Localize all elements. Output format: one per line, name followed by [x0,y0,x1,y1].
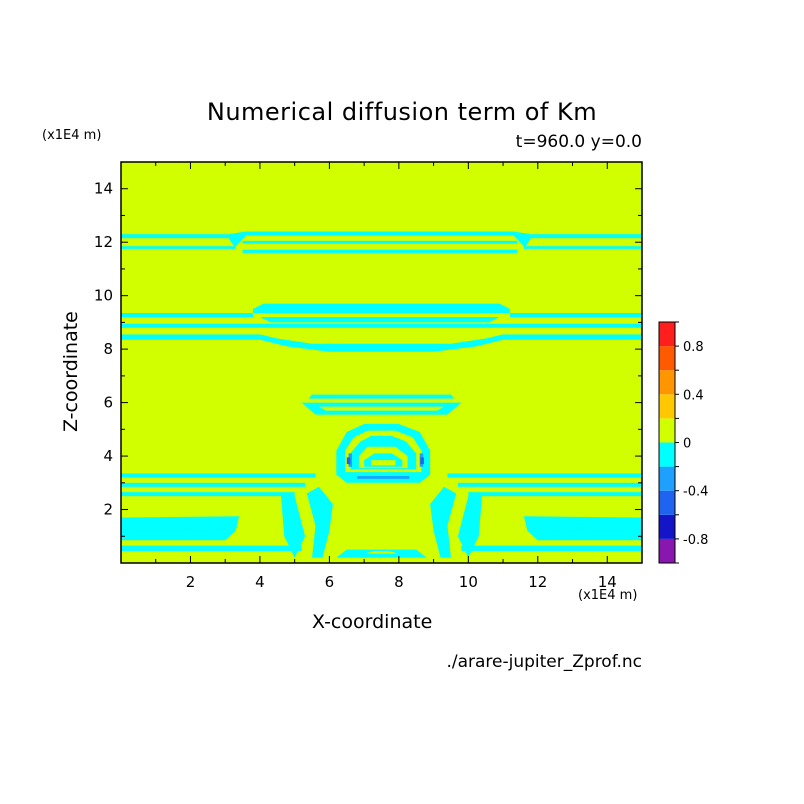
x-tick-label: 2 [186,573,196,591]
surface-left-block [121,516,240,541]
band-9-inner [259,317,500,323]
band-3-stripe [447,473,642,478]
band-3-stripe [121,473,316,478]
plot-frame [120,161,643,564]
field-background [121,162,642,563]
band-12-link [228,231,247,249]
x-tick-label: 8 [394,573,404,591]
arch-base-line [357,476,410,479]
colorbar-segment [659,370,675,395]
colorbar-tick-label: 0.8 [683,340,704,355]
band-9-stripe [510,323,642,328]
colorbar-segment [659,538,675,563]
chart-subtitle: t=960.0 y=0.0 [515,132,642,152]
min-spot-left [346,457,351,465]
colorbar-segment [659,466,675,491]
leg-right-inner [430,486,457,558]
band-9-stripe [121,323,253,328]
surface-left-stripe [121,545,302,551]
band-3-stripe [121,482,306,487]
surface-right-block [523,516,642,541]
x-tick-label: 4 [255,573,265,591]
band-12-stripe [242,249,517,253]
leg-left-outer [280,493,306,558]
colorbar-tick-label: 0 [683,437,691,452]
colorbar-segment [659,490,675,515]
source-filename: ./arare-jupiter_Zprof.nc [446,652,642,672]
y-tick-label: 6 [103,394,113,412]
band-12-stripe [530,234,642,239]
band-3-stripe [457,482,642,487]
y-tick-label: 14 [94,180,113,198]
colorbar-tick-label: -0.4 [683,485,708,500]
x-tick-label: 6 [325,573,335,591]
cap-inner [318,406,445,411]
arch-center [371,460,396,466]
contour-plot-area [121,162,642,563]
leg-right-outer [457,493,483,558]
band-12-link [513,231,531,249]
y-axis-label-wrap: Z-coordinate [60,292,84,432]
plot-border [120,161,643,564]
surface-right-stripe [461,545,642,551]
y-tick-label: 8 [103,340,113,358]
colorbar-segment [659,322,675,347]
leg-left-inner [306,486,333,558]
chart-title: Numerical diffusion term of Km [206,98,598,126]
band-12-stripe [121,246,236,249]
x-axis-label: X-coordinate [312,611,433,633]
band-9-stripe [503,334,642,340]
colorbar-segment [659,394,675,419]
band-9-stripe [121,334,260,340]
band-9-stripe [510,313,642,318]
band-12-stripe [121,234,229,239]
y-axis-ticks: 2 4 6 8 10 12 14 [94,180,642,537]
colorbar-segment [659,514,675,539]
y-tick-label: 10 [94,287,113,305]
band-9-stripe [252,323,511,328]
band-9-stripe [121,313,253,318]
band-9-bowl [259,334,504,352]
x-tick-label: 12 [528,573,547,591]
y-tick-label: 2 [103,501,113,519]
colorbar-segment [659,346,675,371]
colorbar-ticks: 0.8 0.4 0 -0.4 -0.8 [675,321,708,564]
y-tick-label: 4 [103,447,113,465]
cap-stripe [308,394,455,399]
x-tick-label: 10 [459,573,478,591]
band-12-stripe [242,240,517,244]
band-12-stripe [523,246,642,249]
x-tick-label: 14 [598,573,617,591]
colorbar-tick-label: -0.8 [683,533,708,548]
x-axis-ticks: 2 4 6 8 10 12 14 [155,162,617,591]
y-axis-label: Z-coordinate [60,311,82,432]
colorbar [658,321,676,564]
x-axis-unit: (x1E4 m) [578,588,638,603]
min-spot-right [420,457,424,465]
band-12-stripe [246,231,514,236]
band-9-stripe [252,309,511,314]
band-9-top [252,303,511,310]
band-3-stripe [121,492,295,497]
colorbar-segment [659,442,675,467]
y-axis-unit: (x1E4 m) [42,128,102,143]
band-3-stripe [468,492,642,497]
colorbar-segment [659,418,675,443]
colorbar-tick-label: 0.4 [683,388,704,403]
surface-center-gap [364,550,399,554]
y-tick-label: 12 [94,233,113,251]
